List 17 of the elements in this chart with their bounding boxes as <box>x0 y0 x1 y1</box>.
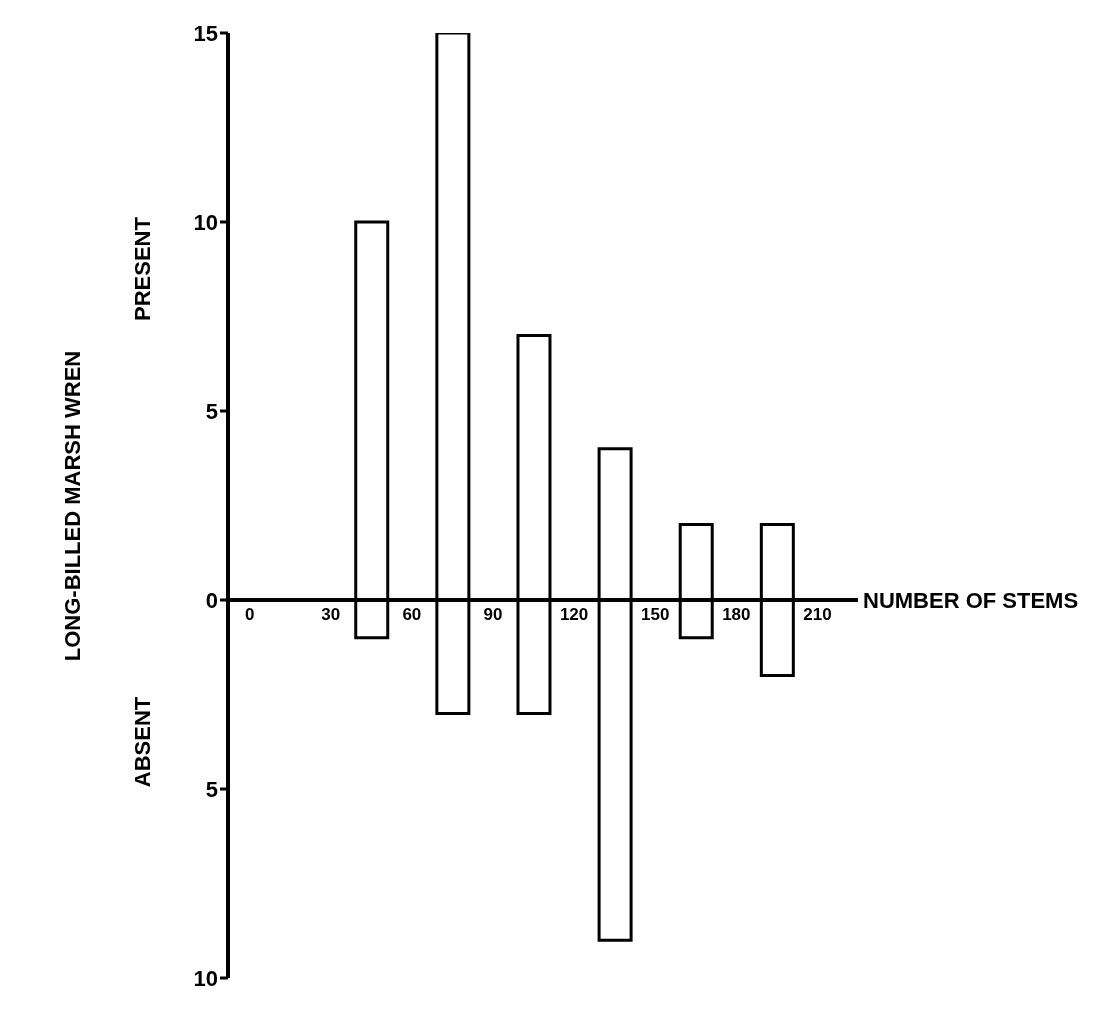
y-tick-label: 10 <box>193 209 218 235</box>
x-tick-label: 60 <box>402 605 422 624</box>
x-tick-label: 150 <box>641 605 670 624</box>
x-axis-title: NUMBER OF STEMS <box>863 587 1079 613</box>
text: ABSENT <box>130 696 156 787</box>
x-tick-label: 0 <box>244 605 255 624</box>
x-tick-label: 180 <box>722 605 751 624</box>
x-tick-label: 90 <box>483 605 503 624</box>
y-tick-label: 5 <box>205 776 218 802</box>
y-tick-label: 5 <box>205 398 218 424</box>
x-tick-label: 30 <box>321 605 341 624</box>
x-tick-label: 120 <box>559 605 589 624</box>
text: PRESENT <box>130 217 156 322</box>
y-tick-label: 15 <box>193 20 218 46</box>
y-tick-label: 10 <box>193 965 218 991</box>
x-tick-label: 210 <box>803 605 832 624</box>
y-axis-title: LONG-BILLED MARSH WREN <box>60 350 86 661</box>
